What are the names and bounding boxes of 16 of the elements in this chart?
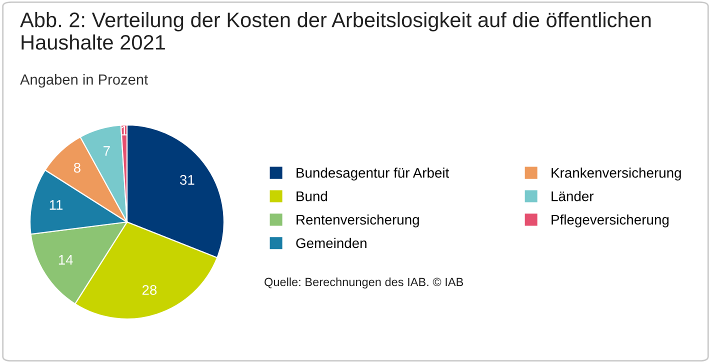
legend-label: Pflegeversicherung: [552, 214, 669, 228]
legend-label: Bund: [296, 191, 328, 202]
data-label: 11: [50, 200, 63, 210]
legend-label: Länder: [552, 191, 594, 202]
data-label: 7: [104, 146, 110, 156]
data-label: 28: [142, 285, 157, 295]
legend-label: Rentenversicherung: [296, 214, 419, 228]
data-label: 31: [180, 175, 194, 185]
data-label: 14: [58, 255, 73, 265]
source-note: Quelle: Berechnungen des IAB. © IAB: [264, 277, 464, 289]
chart-subtitle: Angaben in Prozent: [20, 74, 148, 88]
chart-title: Abb. 2: Verteilung der Kosten der Arbeitslosigkeit auf die öffentlichen Haushalte 2021: [20, 12, 651, 50]
legend-label: Gemeinden: [296, 238, 366, 248]
data-label: 8: [74, 162, 80, 173]
legend-label: Krankenversicherung: [552, 168, 681, 181]
legend-label: Bundesagentur für Arbeit: [296, 168, 450, 181]
